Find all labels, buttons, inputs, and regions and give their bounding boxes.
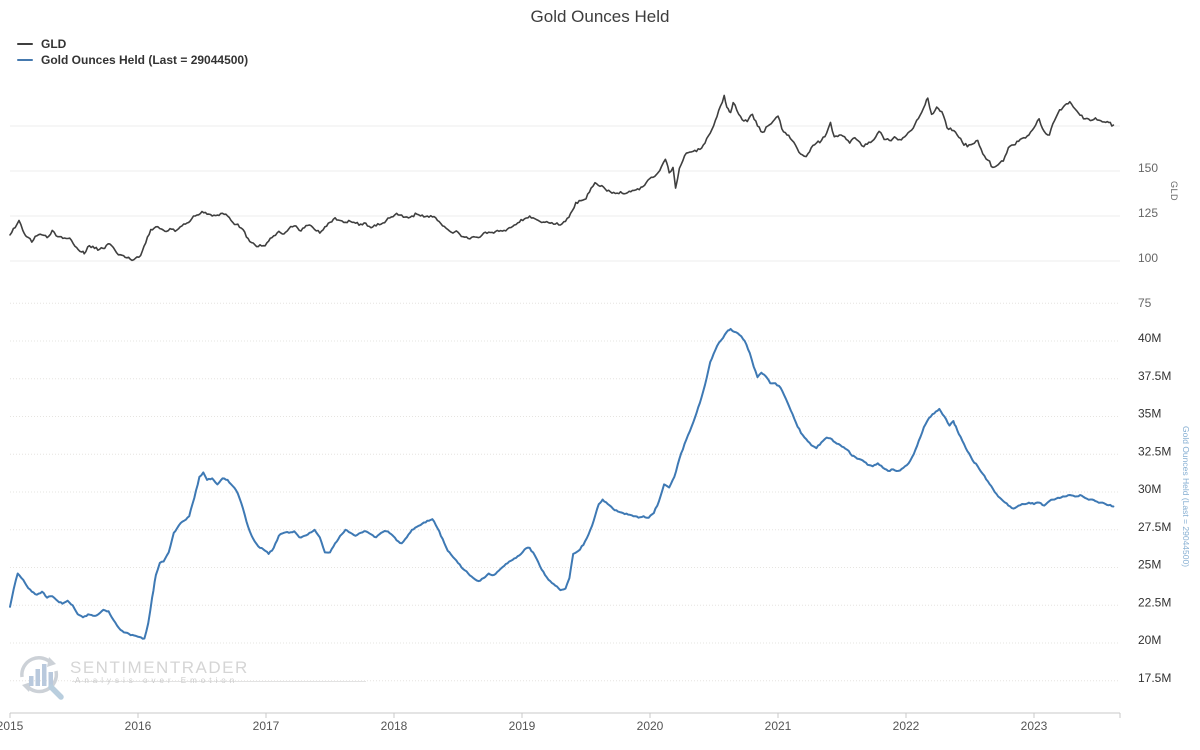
x-axis-tick-label: 2015 — [0, 719, 24, 733]
gld-axis-tick-label: 100 — [1138, 251, 1158, 265]
ounces-axis-tick-label: 37.5M — [1138, 369, 1171, 383]
ounces-axis-tick-label: 17.5M — [1138, 671, 1171, 685]
x-axis-tick-label: 2021 — [765, 719, 792, 733]
watermark-brand: SENTIMENTRADER — [70, 658, 249, 677]
ounces-axis-tick-label: 25M — [1138, 558, 1161, 572]
gld-axis-tick-label: 75 — [1138, 296, 1152, 310]
x-axis-tick-label: 2023 — [1021, 719, 1048, 733]
legend: GLD Gold Ounces Held (Last = 29044500) — [17, 36, 248, 68]
ounces-axis-tick-label: 27.5M — [1138, 520, 1171, 534]
gld-axis-title: GLD — [1169, 181, 1179, 202]
legend-label-ounces: Gold Ounces Held (Last = 29044500) — [41, 53, 249, 67]
x-axis-tick-label: 2019 — [509, 719, 536, 733]
legend-swatch-ounces — [17, 59, 33, 61]
chart-title: Gold Ounces Held — [530, 7, 670, 26]
legend-item-ounces[interactable]: Gold Ounces Held (Last = 29044500) — [17, 52, 248, 68]
series-line-gld — [9, 94, 1115, 262]
legend-swatch-gld — [17, 43, 33, 45]
watermark-rule — [72, 681, 366, 682]
ounces-axis-tick-label: 35M — [1138, 407, 1161, 421]
x-axis-tick-label: 2018 — [381, 719, 408, 733]
x-axis-tick-label: 2016 — [125, 719, 152, 733]
legend-item-gld[interactable]: GLD — [17, 36, 248, 52]
ounces-axis-title: Gold Ounces Held (Last = 29044500) — [1181, 426, 1191, 568]
watermark-tagline: Analysis over Emotion — [75, 676, 239, 685]
ounces-axis-tick-label: 22.5M — [1138, 595, 1171, 609]
sentimentrader-logo-icon — [20, 656, 64, 700]
ounces-axis-tick-label: 32.5M — [1138, 444, 1171, 458]
ounces-axis-tick-label: 40M — [1138, 331, 1161, 345]
x-axis-tick-label: 2017 — [253, 719, 280, 733]
legend-label-gld: GLD — [41, 37, 67, 51]
series-line-ounces — [9, 327, 1115, 640]
x-axis-tick-label: 2022 — [893, 719, 920, 733]
x-axis-tick-label: 2020 — [637, 719, 664, 733]
ounces-axis-tick-label: 20M — [1138, 633, 1161, 647]
ounces-axis-tick-label: 30M — [1138, 482, 1161, 496]
gld-axis-tick-label: 150 — [1138, 161, 1158, 175]
gld-axis-tick-label: 125 — [1138, 206, 1158, 220]
watermark: SENTIMENTRADER Analysis over Emotion — [14, 648, 434, 704]
